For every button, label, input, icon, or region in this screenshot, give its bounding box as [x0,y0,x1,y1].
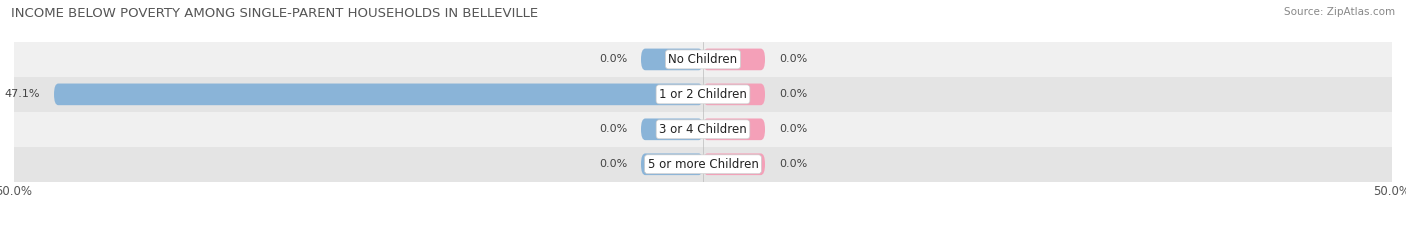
Text: 1 or 2 Children: 1 or 2 Children [659,88,747,101]
Text: 0.0%: 0.0% [599,159,627,169]
FancyBboxPatch shape [641,154,703,175]
FancyBboxPatch shape [703,49,765,70]
Text: 0.0%: 0.0% [779,124,807,134]
Text: 0.0%: 0.0% [779,55,807,64]
Bar [14,42,1392,77]
Text: 0.0%: 0.0% [779,89,807,99]
Text: 47.1%: 47.1% [4,89,41,99]
FancyBboxPatch shape [53,84,703,105]
Text: 0.0%: 0.0% [599,124,627,134]
FancyBboxPatch shape [641,49,703,70]
Text: 0.0%: 0.0% [779,159,807,169]
Bar [14,147,1392,182]
Text: 0.0%: 0.0% [599,55,627,64]
Bar [14,112,1392,147]
Text: No Children: No Children [668,53,738,66]
Text: INCOME BELOW POVERTY AMONG SINGLE-PARENT HOUSEHOLDS IN BELLEVILLE: INCOME BELOW POVERTY AMONG SINGLE-PARENT… [11,7,538,20]
Bar [14,77,1392,112]
FancyBboxPatch shape [703,84,765,105]
FancyBboxPatch shape [703,118,765,140]
Text: Source: ZipAtlas.com: Source: ZipAtlas.com [1284,7,1395,17]
Text: 5 or more Children: 5 or more Children [648,158,758,171]
FancyBboxPatch shape [641,118,703,140]
Text: 3 or 4 Children: 3 or 4 Children [659,123,747,136]
FancyBboxPatch shape [703,154,765,175]
